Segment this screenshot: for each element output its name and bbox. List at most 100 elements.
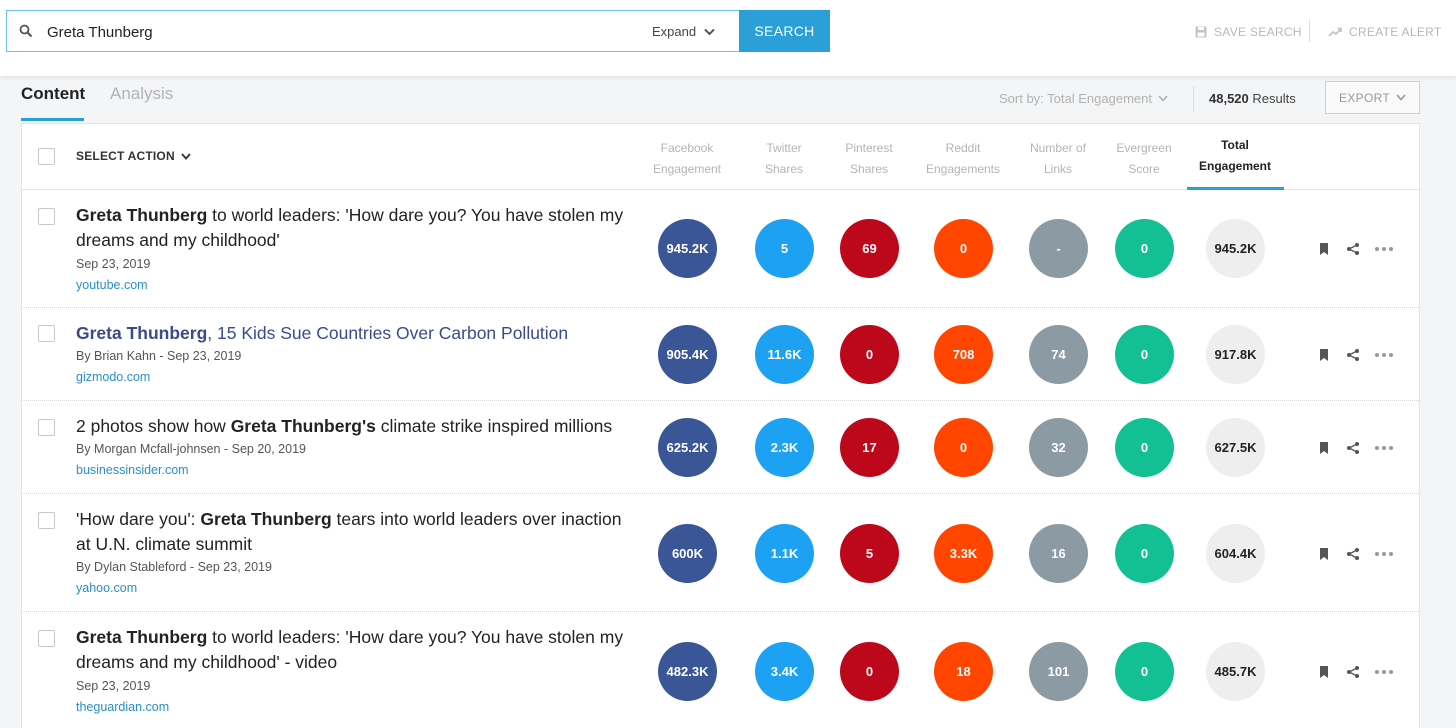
title-text: to world leaders: 'How dare you? You hav… — [76, 205, 624, 250]
total-engagement: 945.2K — [1206, 219, 1265, 278]
row-checkbox[interactable] — [38, 419, 55, 436]
search-button[interactable]: SEARCH — [739, 10, 830, 52]
title-text: climate strike inspired millions — [375, 416, 613, 436]
select-action-dropdown[interactable]: SELECT ACTION — [76, 149, 191, 163]
title-highlight: Greta Thunberg — [200, 509, 332, 529]
bookmark-icon[interactable] — [1317, 242, 1331, 256]
twitter-shares: 11.6K — [755, 325, 814, 384]
table-header: SELECT ACTION Facebook Engagement Twitter… — [22, 124, 1419, 190]
share-icon[interactable] — [1346, 547, 1360, 561]
title-text: , 15 Kids Sue Countries Over Carbon Poll… — [207, 323, 569, 343]
trending-icon — [1328, 27, 1342, 37]
column-header-line: Pinterest — [845, 141, 893, 155]
toolbar-divider — [1309, 20, 1310, 42]
article-domain[interactable]: gizmodo.com — [76, 370, 151, 384]
more-options-icon[interactable] — [1374, 547, 1394, 561]
more-options-icon[interactable] — [1374, 348, 1394, 362]
article-domain[interactable]: theguardian.com — [76, 700, 170, 714]
create-alert-button[interactable]: CREATE ALERT — [1328, 25, 1442, 39]
article-domain[interactable]: youtube.com — [76, 278, 148, 292]
facebook-engagement: 482.3K — [658, 642, 717, 701]
article-title[interactable]: 2 photos show how Greta Thunberg's clima… — [76, 414, 636, 439]
article-title[interactable]: Greta Thunberg, 15 Kids Sue Countries Ov… — [76, 321, 636, 346]
reddit-engagements: 708 — [934, 325, 993, 384]
title-highlight: Greta Thunberg — [76, 627, 208, 647]
save-icon — [1195, 26, 1207, 38]
article-title[interactable]: Greta Thunberg to world leaders: 'How da… — [76, 203, 636, 253]
column-header-line: Engagement — [652, 162, 722, 176]
column-header-line: Engagement — [1198, 159, 1271, 173]
column-header-twitter[interactable]: Twitter Shares — [734, 138, 834, 180]
twitter-shares: 5 — [755, 219, 814, 278]
article-title[interactable]: Greta Thunberg to world leaders: 'How da… — [76, 625, 636, 675]
export-label: EXPORT — [1339, 90, 1390, 105]
title-text: to world leaders: 'How dare you? You hav… — [76, 627, 624, 672]
more-options-icon[interactable] — [1374, 242, 1394, 256]
select-all-checkbox[interactable] — [38, 148, 55, 165]
sort-dropdown[interactable]: Sort by: Total Engagement — [999, 91, 1168, 106]
column-header-facebook[interactable]: Facebook Engagement — [637, 138, 737, 180]
pinterest-shares: 0 — [840, 325, 899, 384]
create-alert-label: CREATE ALERT — [1349, 25, 1442, 39]
column-header-line: Shares — [849, 162, 889, 176]
column-header-pinterest[interactable]: Pinterest Shares — [819, 138, 919, 180]
article-domain[interactable]: yahoo.com — [76, 581, 138, 595]
more-options-icon[interactable] — [1374, 441, 1394, 455]
total-engagement: 917.8K — [1206, 325, 1265, 384]
reddit-engagements: 0 — [934, 418, 993, 477]
number-of-links: - — [1029, 219, 1088, 278]
column-header-links[interactable]: Number of Links — [1008, 138, 1108, 180]
article-meta: By Brian Kahn - Sep 23, 2019 — [76, 349, 242, 363]
bookmark-icon[interactable] — [1317, 665, 1331, 679]
column-header-line: Evergreen — [1116, 141, 1172, 155]
column-header-line: Twitter — [766, 141, 802, 155]
article-title[interactable]: 'How dare you': Greta Thunberg tears int… — [76, 507, 636, 557]
column-header-line: Facebook — [660, 141, 714, 155]
expand-label: Expand — [652, 24, 697, 39]
column-header-evergreen[interactable]: Evergreen Score — [1094, 138, 1194, 180]
title-text: 'How dare you': — [76, 509, 201, 529]
column-header-total[interactable]: Total Engagement — [1185, 135, 1285, 177]
twitter-shares: 3.4K — [755, 642, 814, 701]
export-button[interactable]: EXPORT — [1325, 81, 1420, 114]
evergreen-score: 0 — [1115, 325, 1174, 384]
tab-analysis[interactable]: Analysis — [110, 84, 174, 103]
twitter-shares: 1.1K — [755, 524, 814, 583]
save-search-button[interactable]: SAVE SEARCH — [1195, 25, 1302, 39]
article-meta: By Morgan Mcfall-johnsen - Sep 20, 2019 — [76, 442, 306, 456]
total-engagement: 604.4K — [1206, 524, 1265, 583]
share-icon[interactable] — [1346, 665, 1360, 679]
column-header-reddit[interactable]: Reddit Engagements — [913, 138, 1013, 180]
row-checkbox[interactable] — [38, 325, 55, 342]
expand-dropdown[interactable]: Expand — [652, 24, 715, 39]
more-options-icon[interactable] — [1374, 665, 1394, 679]
evergreen-score: 0 — [1115, 219, 1174, 278]
title-highlight: Greta Thunberg — [76, 205, 208, 225]
table-row: 'How dare you': Greta Thunberg tears int… — [22, 494, 1419, 612]
sort-divider — [1193, 86, 1194, 112]
bookmark-icon[interactable] — [1317, 441, 1331, 455]
share-icon[interactable] — [1346, 348, 1360, 362]
article-domain[interactable]: businessinsider.com — [76, 463, 189, 477]
facebook-engagement: 600K — [658, 524, 717, 583]
evergreen-score: 0 — [1115, 418, 1174, 477]
column-header-line: Number of — [1029, 141, 1087, 155]
tab-content[interactable]: Content — [21, 84, 86, 103]
facebook-engagement: 625.2K — [658, 418, 717, 477]
number-of-links: 101 — [1029, 642, 1088, 701]
share-icon[interactable] — [1346, 441, 1360, 455]
search-input[interactable] — [47, 20, 627, 44]
evergreen-score: 0 — [1115, 642, 1174, 701]
bookmark-icon[interactable] — [1317, 348, 1331, 362]
article-meta: By Dylan Stableford - Sep 23, 2019 — [76, 560, 272, 574]
row-checkbox[interactable] — [38, 630, 55, 647]
results-table: SELECT ACTION Facebook Engagement Twitter… — [21, 123, 1420, 728]
share-icon[interactable] — [1346, 242, 1360, 256]
row-checkbox[interactable] — [38, 208, 55, 225]
column-header-line: Score — [1128, 162, 1160, 176]
bookmark-icon[interactable] — [1317, 547, 1331, 561]
results-label: Results — [1252, 91, 1296, 106]
row-checkbox[interactable] — [38, 512, 55, 529]
chevron-down-icon — [181, 152, 191, 160]
facebook-engagement: 905.4K — [658, 325, 717, 384]
